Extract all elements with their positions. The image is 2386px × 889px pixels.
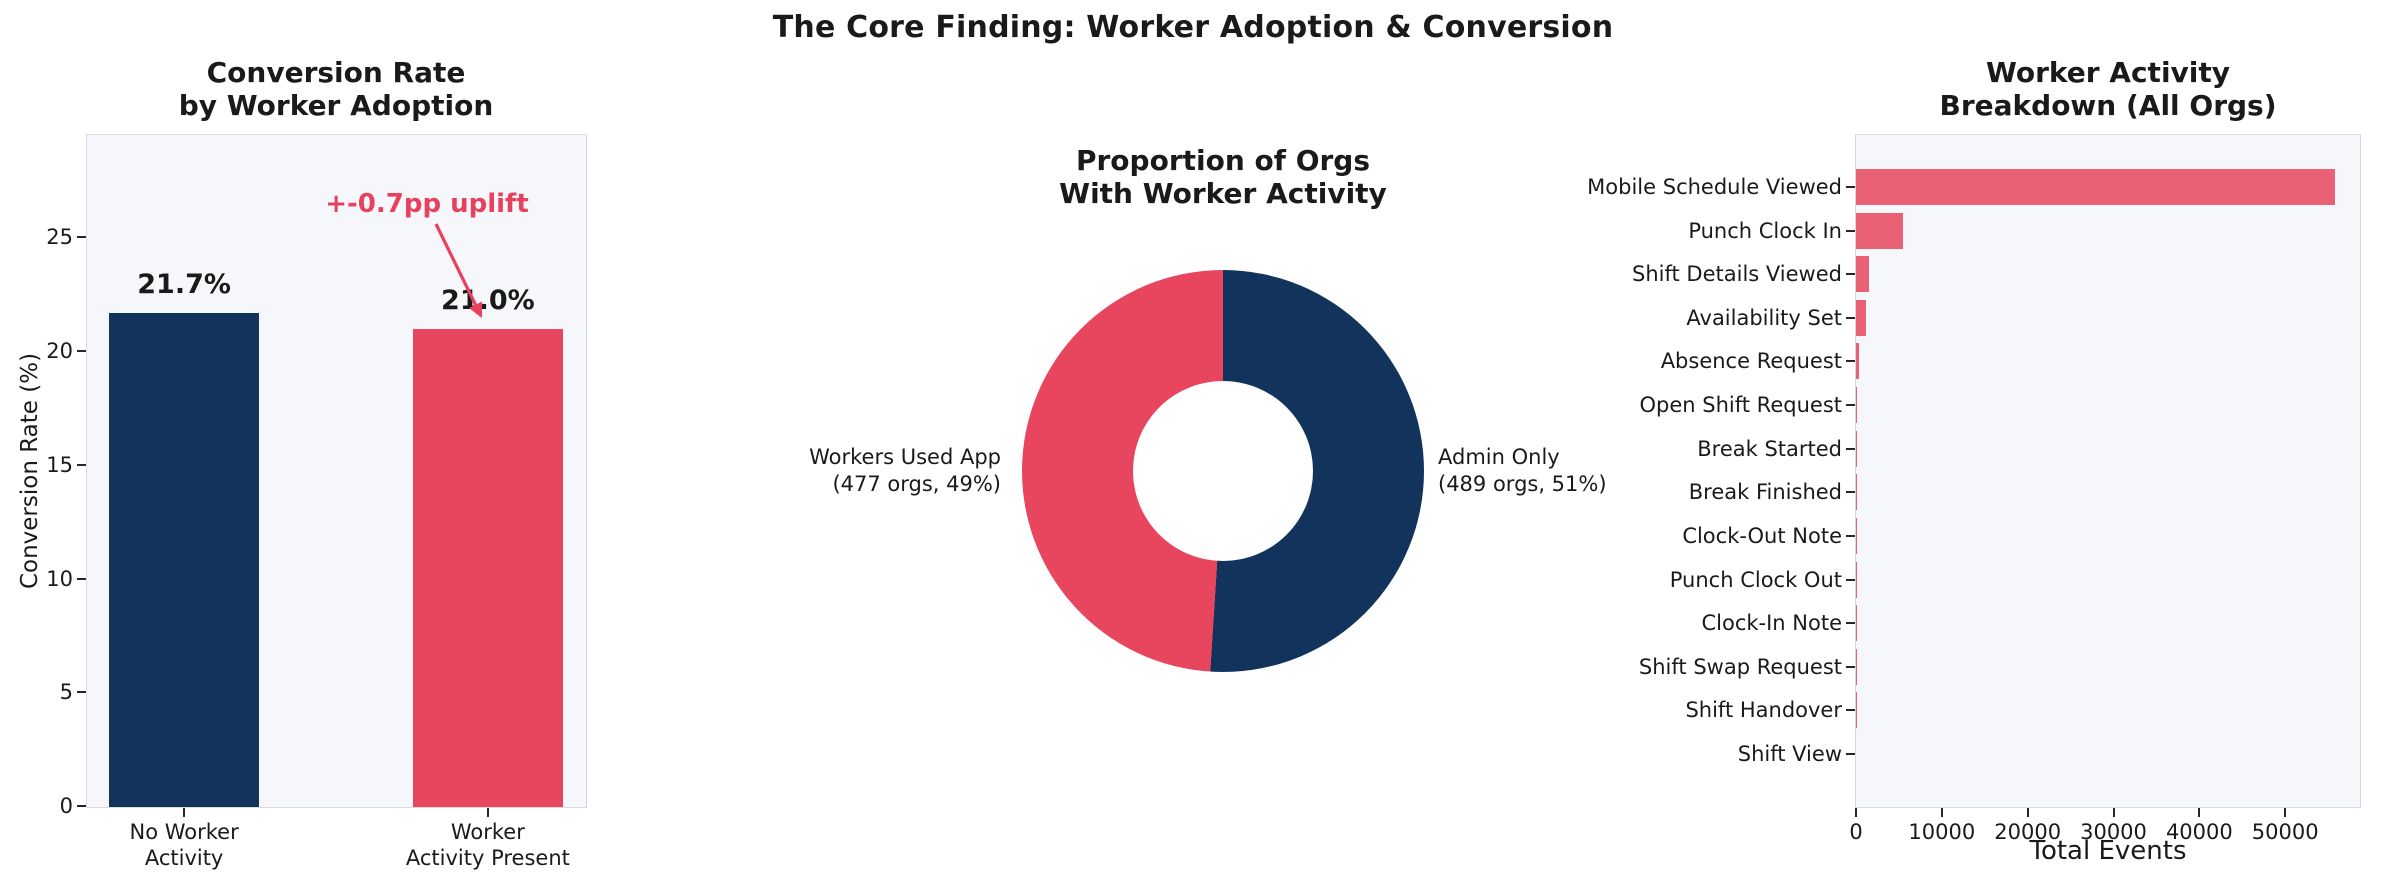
- y-tick-mark: [1846, 360, 1855, 363]
- x-category-label: Worker Activity Present: [406, 819, 570, 871]
- activity-category-label: Punch Clock Out: [1669, 567, 1842, 592]
- activity-bar: [1856, 430, 1857, 467]
- y-tick-label: 0: [59, 794, 73, 818]
- bar-value-label: 21.7%: [137, 269, 231, 301]
- activity-bar: [1856, 169, 2335, 205]
- x-tick-label: 10000: [1908, 820, 1976, 844]
- x-tick-mark: [1855, 808, 1857, 817]
- x-tick-label: 0: [1849, 820, 1863, 844]
- x-tick-mark: [2284, 808, 2287, 817]
- activity-category-label: Clock-In Note: [1701, 611, 1842, 636]
- x-tick-mark: [2112, 808, 2115, 817]
- activity-category-label: Absence Request: [1660, 349, 1842, 374]
- x-tick-mark: [183, 808, 186, 817]
- activity-category-label: Shift Swap Request: [1638, 654, 1842, 679]
- y-tick-mark: [1846, 316, 1855, 319]
- activity-category-label: Availability Set: [1686, 305, 1842, 330]
- activity-bar: [1856, 256, 1869, 293]
- y-tick-mark: [1846, 404, 1855, 407]
- right-plot-area: Mobile Schedule Viewed Punch Clock In Shif…: [1587, 134, 2361, 844]
- activity-category-label: Clock-Out Note: [1682, 523, 1842, 548]
- x-tick-label: 50000: [2251, 820, 2319, 844]
- pie-label-admin-only: Admin Only (489 orgs, 51%): [1438, 444, 1607, 498]
- y-tick-mark: [1846, 665, 1855, 668]
- y-tick-mark: [77, 463, 86, 466]
- x-tick-mark: [486, 808, 489, 817]
- activity-category-label: Punch Clock In: [1688, 218, 1842, 243]
- y-tick-label: 20: [46, 339, 73, 364]
- x-category-line: No Worker: [129, 820, 239, 844]
- y-tick-mark: [1846, 622, 1855, 625]
- x-category-line: Activity Present: [405, 846, 570, 870]
- right-x-axis-label: Total Events: [2029, 836, 2187, 866]
- y-tick-mark: [77, 236, 86, 239]
- y-tick-mark: [77, 691, 86, 694]
- bar-value-label: 21.0%: [441, 285, 535, 317]
- pie-label-admin-line2: (489 orgs, 51%): [1438, 472, 1607, 496]
- donut-chart-title: Proportion of Orgs With Worker Activity: [1059, 144, 1387, 210]
- pie-label-workers-used-app: Workers Used App (477 orgs, 49%): [809, 444, 1001, 498]
- activity-bar: [1856, 299, 1866, 336]
- activity-category-label: Break Finished: [1688, 480, 1842, 505]
- left-chart-title-line1: Conversion Rate: [206, 56, 466, 89]
- y-tick-mark: [77, 577, 86, 580]
- y-tick-mark: [1846, 186, 1855, 188]
- left-plot-area: 0 5 10 15 20 25 21.7% No Worker Activity 21.0% Wor…: [46, 134, 587, 870]
- x-tick-mark: [1940, 808, 1943, 817]
- right-chart-title-line1: Worker Activity: [1985, 56, 2231, 89]
- y-tick-mark: [1846, 578, 1855, 581]
- activity-bar: [1856, 212, 1904, 249]
- pie-label-admin-line1: Admin Only: [1438, 445, 1560, 469]
- right-chart-title: Worker Activity Breakdown (All Orgs): [1939, 56, 2276, 122]
- uplift-annotation: +-0.7pp uplift: [325, 189, 529, 219]
- y-tick-mark: [1846, 709, 1855, 712]
- right-chart-title-line2: Breakdown (All Orgs): [1939, 89, 2277, 122]
- y-tick-mark: [77, 805, 86, 807]
- figure-title: The Core Finding: Worker Adoption & Conv…: [772, 10, 1614, 45]
- donut-hole: [1133, 381, 1313, 561]
- activity-category-label: Shift View: [1737, 742, 1842, 766]
- y-tick-mark: [1846, 753, 1855, 755]
- left-chart-title-line2: by Worker Adoption: [178, 89, 494, 122]
- activity-category-label: Break Started: [1697, 436, 1842, 461]
- x-category-line: Worker: [450, 820, 525, 844]
- activity-category-label: Shift Handover: [1685, 698, 1842, 723]
- activity-category-label: Shift Details Viewed: [1632, 262, 1842, 287]
- pie-label-workers-line2: (477 orgs, 49%): [832, 472, 1001, 496]
- x-tick-label: 40000: [2165, 820, 2233, 844]
- x-tick-label: 20000: [1994, 820, 2062, 844]
- y-tick-mark: [1846, 273, 1855, 276]
- pie-label-workers-line1: Workers Used App: [809, 445, 1001, 469]
- activity-category-label: Open Shift Request: [1639, 393, 1842, 418]
- activity-category-label: Mobile Schedule Viewed: [1587, 175, 1842, 199]
- x-category-line: Activity: [144, 846, 224, 870]
- y-tick-mark: [1846, 447, 1855, 450]
- conversion-bar: [109, 313, 259, 807]
- x-category-label: No Worker Activity: [130, 819, 239, 871]
- y-tick-mark: [1846, 491, 1855, 494]
- donut-chart: [1022, 270, 1424, 672]
- y-tick-mark: [77, 350, 86, 353]
- x-tick-mark: [2198, 808, 2201, 817]
- left-chart-title: Conversion Rate by Worker Adoption: [179, 56, 494, 122]
- y-tick-label: 15: [46, 452, 73, 477]
- conversion-bar: [413, 329, 563, 807]
- y-tick-label: 10: [46, 566, 73, 591]
- y-tick-mark: [1846, 534, 1855, 537]
- x-tick-label: 30000: [2080, 820, 2147, 844]
- x-tick-mark: [2026, 808, 2029, 817]
- left-y-axis-label: Conversion Rate (%): [17, 352, 43, 590]
- y-tick-label: 5: [59, 680, 73, 705]
- activity-bar: [1856, 387, 1858, 424]
- activity-bar: [1856, 474, 1857, 511]
- donut-chart-title-line1: Proportion of Orgs: [1075, 144, 1371, 177]
- y-tick-mark: [1846, 229, 1855, 232]
- y-tick-label: 25: [46, 225, 73, 250]
- donut-chart-title-line2: With Worker Activity: [1059, 177, 1387, 210]
- activity-bar: [1856, 343, 1859, 380]
